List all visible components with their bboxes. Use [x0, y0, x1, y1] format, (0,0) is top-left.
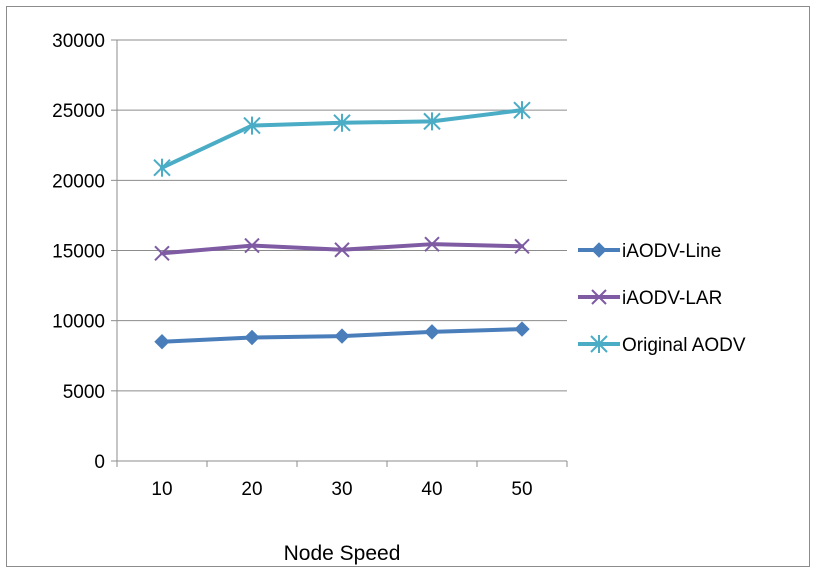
legend: iAODV-Line iAODV-LAR Original AODV [578, 241, 746, 356]
series-0 [154, 321, 530, 350]
legend-entry: iAODV-Line [578, 241, 721, 262]
y-tick-label: 5000 [63, 382, 105, 403]
data-point [423, 112, 441, 131]
legend-entry: iAODV-LAR [578, 288, 722, 309]
y-tick-label: 15000 [52, 242, 105, 263]
series-2 [153, 101, 531, 177]
legend-entry: Original AODV [578, 335, 746, 356]
x-axis-tick-labels: 10 20 30 40 50 [151, 479, 532, 500]
data-point [334, 242, 350, 258]
data-point [154, 245, 170, 262]
y-tick-label: 0 [94, 452, 105, 473]
legend-marker [590, 335, 608, 353]
data-point [153, 158, 171, 177]
data-point [154, 334, 170, 350]
data-point [424, 236, 440, 252]
data-point [514, 321, 530, 337]
series-layer [153, 101, 531, 350]
data-point [244, 329, 260, 346]
x-axis-title: Node Speed [284, 542, 401, 565]
y-axis-tick-labels: 0 5000 10000 15000 20000 25000 30000 [52, 31, 105, 473]
data-point [244, 237, 260, 254]
data-point [514, 238, 530, 254]
data-point [333, 113, 351, 132]
legend-label: iAODV-LAR [622, 288, 722, 309]
data-point [334, 328, 350, 344]
data-point [513, 101, 531, 120]
x-tick-label: 50 [511, 479, 532, 500]
x-tick-label: 30 [331, 479, 352, 500]
legend-marker [591, 289, 607, 305]
data-point [424, 324, 440, 340]
y-tick-label: 30000 [52, 31, 105, 52]
x-tick-label: 10 [151, 479, 172, 500]
y-tick-label: 25000 [52, 101, 105, 122]
axes [111, 39, 568, 467]
y-tick-label: 10000 [52, 312, 105, 333]
y-tick-label: 20000 [52, 171, 105, 192]
x-tick-label: 40 [421, 479, 442, 500]
legend-label: iAODV-Line [622, 241, 721, 262]
series-1 [154, 236, 530, 262]
chart-frame [6, 6, 810, 567]
legend-marker [591, 242, 607, 258]
x-tick-label: 20 [241, 479, 262, 500]
data-point [243, 116, 261, 135]
legend-label: Original AODV [622, 335, 746, 356]
